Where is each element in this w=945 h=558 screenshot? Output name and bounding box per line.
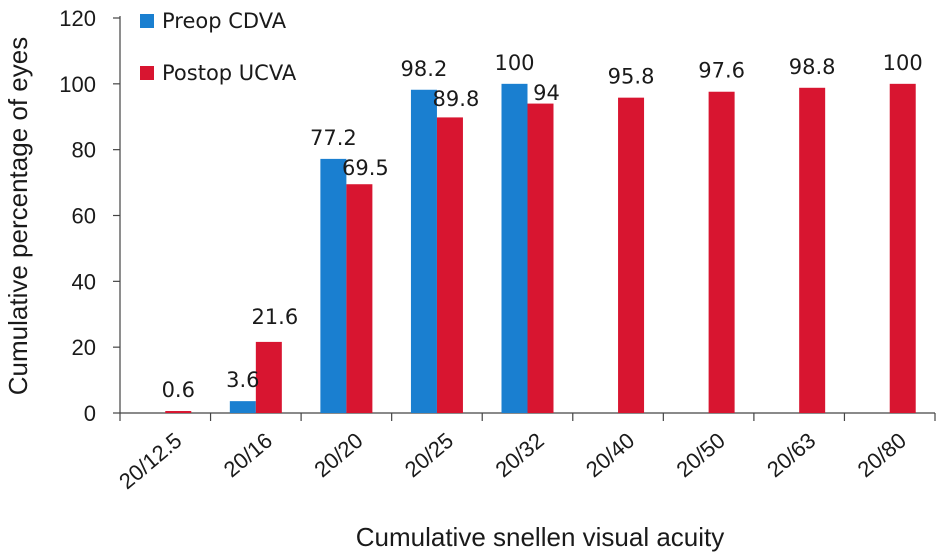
data-label: 21.6 [251,305,298,329]
y-tick-label: 20 [72,335,96,360]
bar-preop-cdva [501,83,528,413]
legend-label: Preop CDVA [162,9,287,33]
data-label: 100 [883,51,923,75]
x-axis-title: Cumulative snellen visual acuity [356,522,725,552]
bar-postop-ucva [708,91,735,413]
legend: Preop CDVA Postop UCVA [140,9,297,85]
bar-postop-ucva [799,87,826,414]
x-tick-label: 20/32 [490,428,548,483]
bar-preop-cdva [410,89,437,413]
x-tick-label: 20/40 [581,428,639,483]
data-label: 89.8 [433,87,480,111]
x-tick-label: 20/20 [309,428,367,483]
bar-postop-ucva [165,411,192,413]
data-label: 94 [533,81,560,105]
data-label: 69.5 [342,156,389,180]
data-label: 77.2 [310,126,357,150]
bar-preop-cdva [229,401,256,413]
x-tick-label: 20/16 [219,428,277,483]
x-tick-label: 20/12.5 [114,428,186,494]
y-tick-label: 0 [84,401,96,426]
data-label: 98.8 [789,55,836,79]
legend-label: Postop UCVA [162,61,297,85]
data-label: 97.6 [698,59,745,83]
y-tick-label: 80 [72,138,96,163]
x-tick-label: 20/80 [853,428,911,483]
y-tick-label: 60 [72,204,96,229]
bar-preop-cdva [320,158,347,413]
legend-swatch [140,14,154,28]
data-label: 95.8 [608,65,655,89]
y-tick-label: 120 [59,6,96,31]
bar-postop-ucva [618,97,645,414]
bar-postop-ucva [527,103,554,413]
bar-postop-ucva [255,341,282,413]
bars [165,83,916,414]
x-tick-label: 20/50 [672,428,730,483]
data-labels: 3.6 77.2 98.2 100 0.6 21.6 69.5 89.8 94 95.8 97.6 9… [162,51,923,402]
legend-swatch [140,66,154,80]
x-tick-label: 20/25 [400,428,458,483]
data-label: 100 [494,51,534,75]
bar-postop-ucva [346,184,373,413]
data-label: 98.2 [401,57,448,81]
data-label: 0.6 [162,378,195,402]
bar-postop-ucva [889,83,916,413]
x-tick-label: 20/63 [762,428,820,483]
data-label: 3.6 [226,368,259,392]
y-tick-label: 40 [72,269,96,294]
bar-postop-ucva [436,117,463,414]
y-axis-title: Cumulative percentage of eyes [3,37,33,395]
y-tick-label: 100 [59,72,96,97]
